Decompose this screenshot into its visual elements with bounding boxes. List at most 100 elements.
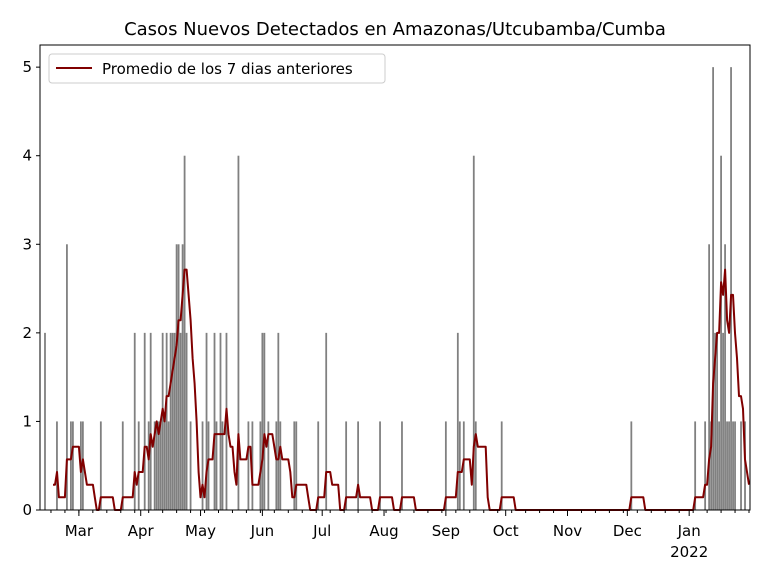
bar [215, 421, 218, 510]
bar [153, 421, 156, 510]
bar [247, 421, 250, 510]
bar [207, 421, 210, 510]
bar [379, 421, 381, 510]
bar [185, 332, 188, 510]
bar [712, 67, 715, 511]
bar [444, 421, 447, 510]
x-tick-label: Jun [250, 522, 274, 540]
x-tick-label: Sep [432, 522, 460, 540]
bar [70, 421, 72, 510]
bar [732, 421, 734, 510]
bar [726, 421, 728, 510]
bar [163, 421, 166, 510]
bar [704, 421, 707, 510]
x-tick-label: Oct [493, 522, 519, 540]
bar [724, 244, 726, 511]
x-tick-label: Dec [613, 522, 642, 540]
rolling-average-line [53, 268, 750, 511]
bar [66, 244, 68, 511]
bar [722, 332, 724, 510]
y-tick-label: 3 [22, 235, 32, 253]
bar [56, 421, 58, 510]
bar [221, 421, 224, 510]
bar [279, 421, 282, 510]
bar [740, 421, 742, 510]
bar [714, 332, 716, 510]
bar [169, 332, 172, 510]
bar [147, 421, 150, 510]
bar [213, 332, 216, 510]
bar [730, 67, 732, 511]
legend: Promedio de los 7 dias anteriores [48, 53, 386, 84]
bar [275, 421, 278, 510]
y-tick-label: 0 [22, 501, 32, 519]
x-tick-label: Jul [312, 522, 331, 540]
plot-frame [39, 44, 751, 511]
bar [708, 244, 711, 511]
bar [716, 332, 718, 510]
y-tick-label: 2 [22, 324, 32, 342]
bar [167, 421, 170, 510]
bar [357, 421, 360, 510]
bar [401, 421, 403, 510]
x-tick-label: Mar [65, 522, 94, 540]
x-tick-year-label: 2022 [670, 543, 708, 561]
bar [472, 155, 475, 510]
bar [710, 421, 713, 510]
bar [173, 332, 176, 510]
legend-label: Promedio de los 7 dias anteriores [102, 60, 353, 78]
x-tick-label: May [185, 522, 216, 540]
bar [720, 155, 722, 510]
bar [694, 421, 697, 510]
bar [219, 332, 222, 510]
y-tick-label: 5 [22, 58, 32, 76]
legend-box [48, 53, 386, 84]
bar [44, 332, 46, 510]
y-tick-label: 4 [22, 147, 32, 165]
bar [261, 332, 264, 510]
y-tick-label: 1 [22, 412, 32, 430]
bar [72, 421, 74, 510]
bar [189, 421, 192, 510]
bar [263, 332, 266, 510]
bar [133, 332, 136, 510]
bar [734, 421, 736, 510]
bar [277, 332, 280, 510]
bar [630, 421, 633, 510]
bar [345, 421, 348, 510]
bar [165, 332, 168, 510]
bar [295, 421, 298, 510]
bar [157, 421, 160, 510]
bar [201, 421, 204, 510]
bar [143, 332, 146, 510]
bar [177, 244, 180, 511]
bar [267, 421, 270, 510]
bar [456, 332, 459, 510]
bar [474, 421, 477, 510]
bar [121, 421, 124, 510]
x-tick-label: Apr [128, 522, 155, 540]
x-tick-label: Nov [553, 522, 582, 540]
bar [293, 421, 296, 510]
bar [259, 421, 262, 510]
bar [500, 421, 503, 510]
bar [237, 155, 240, 510]
bar [161, 332, 164, 510]
bar [183, 155, 186, 510]
bar [99, 421, 102, 510]
bar [179, 332, 182, 510]
bar [137, 421, 140, 510]
bar [205, 332, 208, 510]
bar [181, 244, 184, 511]
x-tick-label: Aug [369, 522, 398, 540]
bar [159, 421, 162, 510]
bar [171, 332, 174, 510]
x-tick-label: Jan [677, 522, 701, 540]
bar [149, 332, 152, 510]
bar [458, 421, 461, 510]
bar [155, 421, 158, 510]
bar [325, 332, 328, 510]
chart-title: Casos Nuevos Detectados en Amazonas/Utcu… [124, 19, 666, 40]
